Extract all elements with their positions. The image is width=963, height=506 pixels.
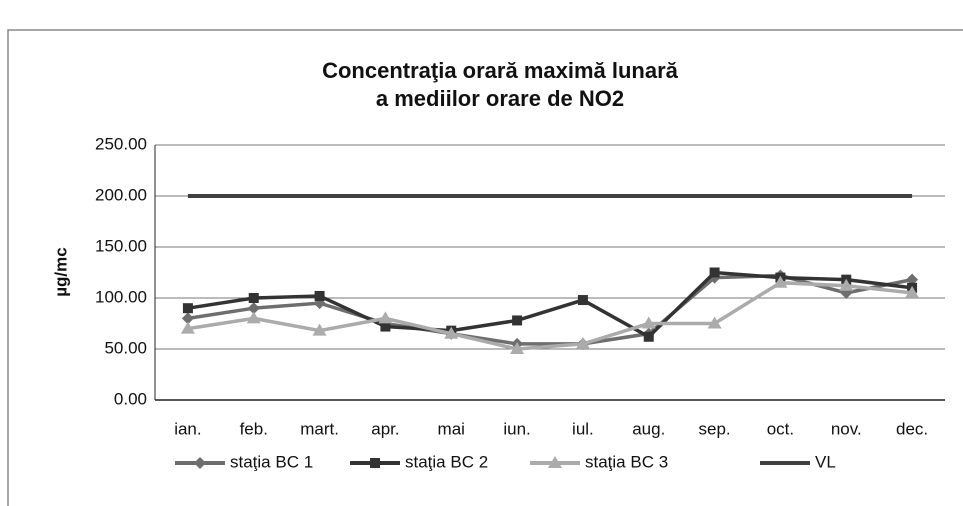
chart-title: Concentraţia orară maximă lunară (322, 58, 679, 83)
data-point (246, 311, 261, 324)
data-point (248, 293, 259, 303)
y-tick-label: 200.00 (95, 185, 147, 204)
x-tick-label: feb. (240, 419, 268, 438)
y-tick-label: 150.00 (95, 236, 147, 255)
y-tick-label: 0.00 (114, 389, 147, 408)
x-tick-label: mart. (300, 419, 339, 438)
x-tick-label: nov. (831, 419, 862, 438)
data-point (182, 303, 193, 314)
x-tick-label: sep. (699, 419, 731, 438)
x-tick-label: mai (438, 419, 465, 438)
data-point (905, 285, 920, 298)
data-point (314, 290, 325, 301)
legend-label: staţia BC 2 (405, 452, 488, 471)
legend-marker (194, 457, 206, 469)
x-tick-label: aug. (632, 419, 665, 438)
legend-label: staţia BC 1 (230, 452, 313, 471)
data-point (709, 267, 720, 278)
data-point (512, 315, 523, 326)
data-point (181, 312, 194, 325)
y-tick-label: 50.00 (104, 338, 147, 357)
data-point (641, 316, 656, 329)
legend-marker (548, 456, 562, 468)
series-line (187, 270, 913, 339)
data-point (906, 273, 919, 286)
data-point (577, 295, 588, 306)
series-line (187, 280, 913, 351)
y-axis-label: µg/mc (51, 247, 70, 296)
data-point (575, 336, 590, 349)
chart-title: a mediilor orare de NO2 (376, 86, 624, 111)
y-tick-label: 250.00 (95, 134, 147, 153)
x-tick-label: dec. (896, 419, 928, 438)
legend-label: VL (815, 452, 836, 471)
chart-frame (7, 29, 963, 506)
data-point (378, 311, 393, 324)
data-point (773, 275, 788, 288)
data-point (380, 321, 391, 332)
data-point (707, 316, 722, 329)
data-point (444, 326, 459, 339)
x-tick-label: iul. (572, 419, 594, 438)
data-point (180, 321, 195, 334)
x-tick-label: apr. (371, 419, 399, 438)
data-point (510, 342, 525, 354)
legend-marker (370, 458, 380, 468)
data-point (247, 302, 260, 315)
data-point (839, 278, 854, 291)
x-tick-label: iun. (503, 419, 530, 438)
legend-label: staţia BC 3 (585, 452, 668, 471)
data-point (643, 331, 654, 342)
x-tick-label: oct. (767, 419, 794, 438)
data-point (312, 323, 327, 336)
y-tick-label: 100.00 (95, 287, 147, 306)
x-tick-label: ian. (174, 419, 201, 438)
